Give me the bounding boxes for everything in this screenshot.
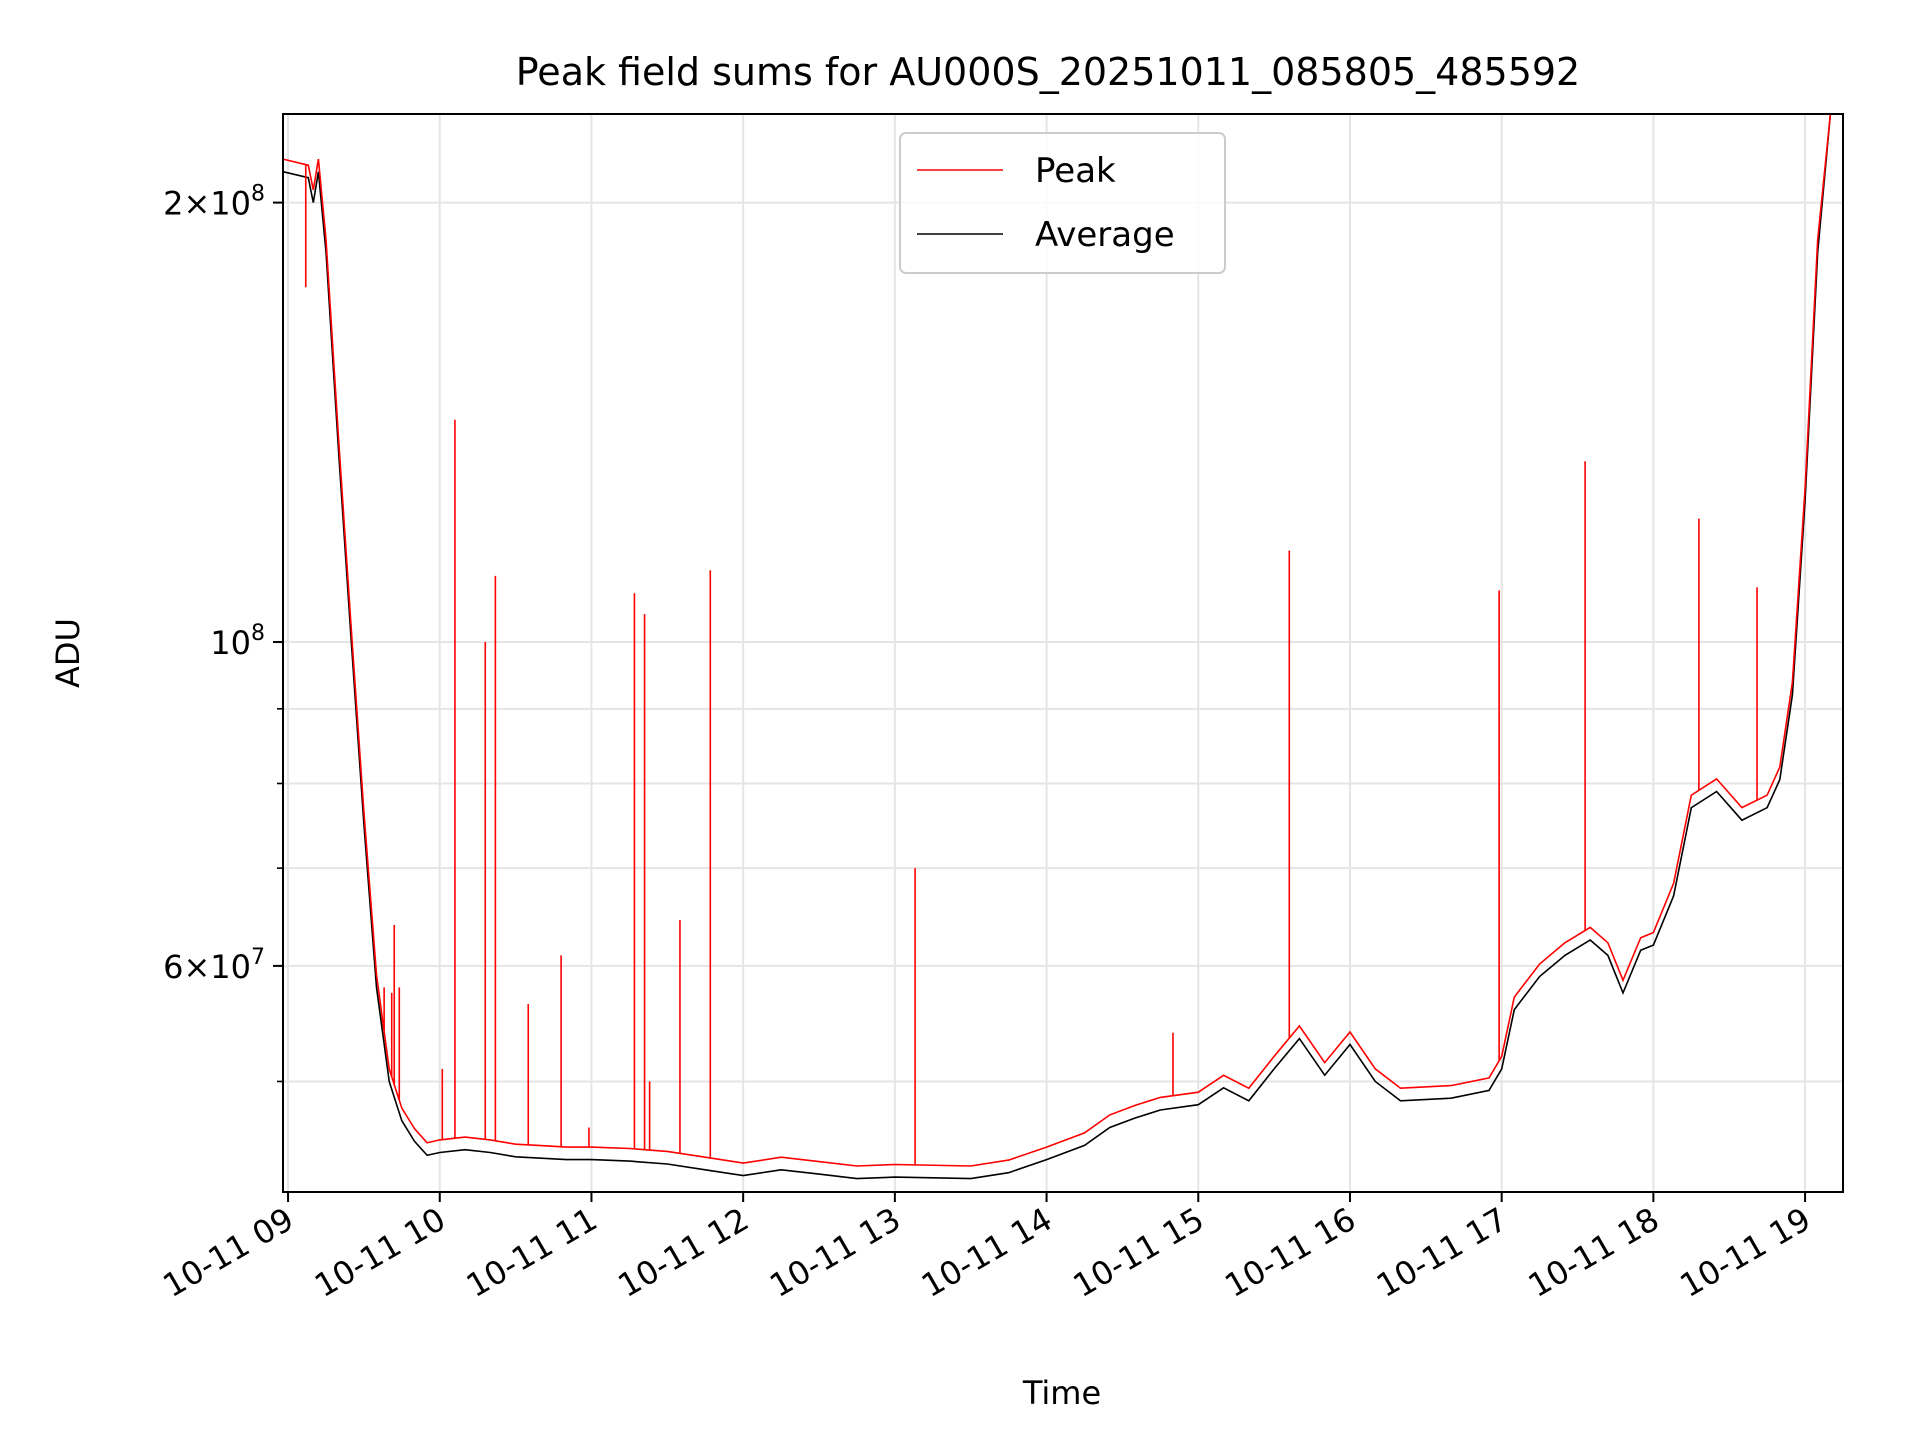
peak-series [282, 113, 1832, 1167]
plot-frame [282, 113, 1844, 1193]
y-tick-label: 6×107 [163, 945, 265, 986]
average-series [282, 113, 1832, 1180]
legend-label-average: Average [1035, 215, 1175, 255]
y-axis-label: ADU [49, 618, 87, 688]
y-tick-label: 108 [210, 621, 265, 662]
legend-label-peak: Peak [1035, 151, 1116, 191]
average-line [282, 113, 1832, 1180]
legend-box [899, 132, 1226, 274]
peak-line [282, 113, 1832, 1167]
chart-title: Peak field sums for AU000S_20251011_0858… [516, 50, 1580, 94]
y-axis: 6×107 108 2×108 [163, 182, 283, 1083]
x-axis-label: Time [1022, 1374, 1101, 1412]
y-tick-label: 2×108 [163, 182, 265, 223]
legend: Peak Average [899, 132, 1226, 274]
